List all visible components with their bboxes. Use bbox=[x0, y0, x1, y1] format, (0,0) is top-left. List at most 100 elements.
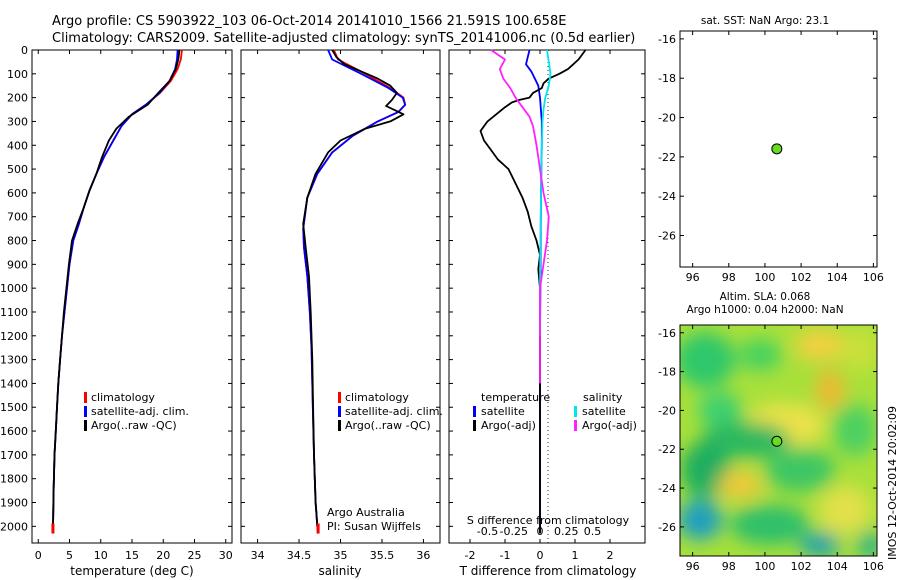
x-tick-label: 34.5 bbox=[287, 549, 312, 562]
y-tick-label: 600 bbox=[7, 187, 28, 200]
salinity-panel: 34 34.5 35 35.5 36 salinity climatology sate… bbox=[240, 49, 443, 578]
sla-blob bbox=[738, 339, 782, 371]
legend-label-argo: Argo(..raw -QC) bbox=[345, 419, 431, 432]
x-tick-label: 35 bbox=[334, 549, 348, 562]
sla-lat-axis: -16 -18 -20 -22 -24 -26 bbox=[658, 327, 877, 534]
series-line-argo-raw-qc- bbox=[302, 49, 405, 534]
difference-axes-frame bbox=[448, 49, 646, 544]
sst-axes-frame bbox=[679, 30, 878, 268]
legend-swatch-climatology bbox=[84, 392, 87, 403]
difference-panel: -2 -1 0 1 2 -0.5 -0.25 0 0.25 0.5 S difference f… bbox=[448, 49, 646, 578]
y-tick-label: 1300 bbox=[0, 354, 28, 367]
top-x-tick-label: 0.5 bbox=[584, 525, 602, 538]
station-marker bbox=[771, 143, 783, 155]
series-line-climatology bbox=[52, 49, 183, 534]
legend-swatch-sal-argo bbox=[574, 420, 577, 431]
x-tick-label: 104 bbox=[827, 271, 848, 284]
y-tick-label: 100 bbox=[7, 68, 28, 81]
sla-title-line-1: Altim. SLA: 0.068 bbox=[720, 291, 811, 303]
x-tick-label: 102 bbox=[791, 560, 812, 573]
x-tick-label: 1 bbox=[572, 549, 579, 562]
sla-lon-axis: 96 98 100 102 104 106 bbox=[686, 325, 884, 573]
series-line-satellite bbox=[539, 49, 552, 336]
y-tick-label: -22 bbox=[658, 151, 676, 164]
legend-label-satellite-adj: satellite-adj. clim. bbox=[345, 405, 443, 418]
salinity-axes-frame bbox=[240, 49, 441, 544]
sla-blob bbox=[700, 422, 790, 458]
series-line-argo-raw-qc- bbox=[52, 49, 181, 534]
sla-blob bbox=[765, 448, 835, 492]
y-tick-label: 400 bbox=[7, 139, 28, 152]
temperature-legend: climatology satellite-adj. clim. Argo(..… bbox=[84, 391, 189, 432]
legend-swatch-argo bbox=[338, 420, 341, 431]
legend-label-temp-satellite: satellite bbox=[481, 405, 525, 418]
difference-top-x-label: S difference from climatology bbox=[467, 514, 630, 527]
legend-swatch-climatology bbox=[338, 392, 341, 403]
top-x-tick-label: 0.25 bbox=[554, 525, 579, 538]
x-tick-label: 20 bbox=[156, 549, 170, 562]
top-x-tick-label: -0.5 bbox=[477, 525, 498, 538]
x-tick-label: 10 bbox=[94, 549, 108, 562]
salinity-series bbox=[302, 49, 407, 534]
sla-blob bbox=[730, 505, 810, 545]
y-tick-label: 1700 bbox=[0, 449, 28, 462]
y-tick-label: -26 bbox=[658, 521, 676, 534]
x-tick-label: 106 bbox=[863, 271, 884, 284]
x-tick-label: 102 bbox=[791, 271, 812, 284]
sla-blob bbox=[816, 370, 844, 410]
difference-series bbox=[479, 49, 587, 534]
salinity-annotation-line-2: PI: Susan Wijffels bbox=[327, 520, 421, 533]
sla-map-panel: Altim. SLA: 0.068 Argo h1000: 0.04 h2000… bbox=[658, 291, 884, 573]
y-tick-label: 300 bbox=[7, 115, 28, 128]
legend-swatch-satellite-adj bbox=[338, 406, 341, 417]
legend-title-salinity: salinity bbox=[583, 391, 623, 404]
x-tick-label: 96 bbox=[686, 560, 700, 573]
x-tick-label: 104 bbox=[827, 560, 848, 573]
y-tick-label: -16 bbox=[658, 327, 676, 340]
y-tick-label: -26 bbox=[658, 230, 676, 243]
difference-x-label: T difference from climatology bbox=[459, 564, 637, 578]
x-tick-label: 36 bbox=[416, 549, 430, 562]
x-tick-label: 106 bbox=[863, 560, 884, 573]
series-line-satellite-adj-clim- bbox=[52, 49, 179, 534]
header-line-1: Argo profile: CS 5903922_103 06-Oct-2014… bbox=[52, 14, 566, 29]
y-tick-label: 1400 bbox=[0, 377, 28, 390]
x-tick-label: 0 bbox=[35, 549, 42, 562]
sla-title-line-2: Argo h1000: 0.04 h2000: NaN bbox=[686, 304, 843, 316]
y-tick-label: -22 bbox=[658, 443, 676, 456]
legend-swatch-temp-satellite bbox=[473, 406, 476, 417]
x-tick-label: 35.5 bbox=[370, 549, 395, 562]
series-line-climatology bbox=[302, 49, 407, 534]
x-tick-label: 25 bbox=[188, 549, 202, 562]
y-tick-label: 1000 bbox=[0, 282, 28, 295]
legend-label-climatology: climatology bbox=[345, 391, 409, 404]
temperature-series bbox=[51, 49, 183, 534]
sla-blob bbox=[680, 332, 735, 388]
sst-lat-axis: -16 -18 -20 -22 -24 -26 bbox=[658, 33, 877, 243]
y-tick-label: 1800 bbox=[0, 473, 28, 486]
header-line-2: Climatology: CARS2009. Satellite-adjuste… bbox=[52, 31, 635, 46]
y-tick-label: 1200 bbox=[0, 330, 28, 343]
sla-blob bbox=[840, 328, 877, 372]
legend-swatch-argo bbox=[84, 420, 87, 431]
y-tick-label: -18 bbox=[658, 366, 676, 379]
top-x-tick-label: -0.25 bbox=[500, 525, 528, 538]
sla-blob bbox=[800, 533, 840, 556]
station-marker bbox=[771, 435, 783, 447]
salinity-x-label: salinity bbox=[318, 564, 361, 578]
salinity-annotation-line-1: Argo Australia bbox=[327, 506, 405, 519]
x-tick-label: 15 bbox=[125, 549, 139, 562]
sla-station-markers bbox=[771, 435, 783, 447]
sla-heatmap-field bbox=[680, 328, 877, 556]
x-tick-label: 0 bbox=[537, 549, 544, 562]
x-tick-label: 30 bbox=[219, 549, 233, 562]
legend-swatch-temp-argo bbox=[473, 420, 476, 431]
y-tick-label: 1600 bbox=[0, 425, 28, 438]
sla-blob bbox=[718, 471, 762, 499]
y-tick-label: -18 bbox=[658, 72, 676, 85]
series-line-argo-adj- bbox=[490, 49, 550, 384]
x-tick-label: 98 bbox=[722, 560, 736, 573]
temperature-x-label: temperature (deg C) bbox=[70, 564, 193, 578]
temperature-panel: 0100200300400500600700800900100011001200… bbox=[0, 44, 233, 578]
